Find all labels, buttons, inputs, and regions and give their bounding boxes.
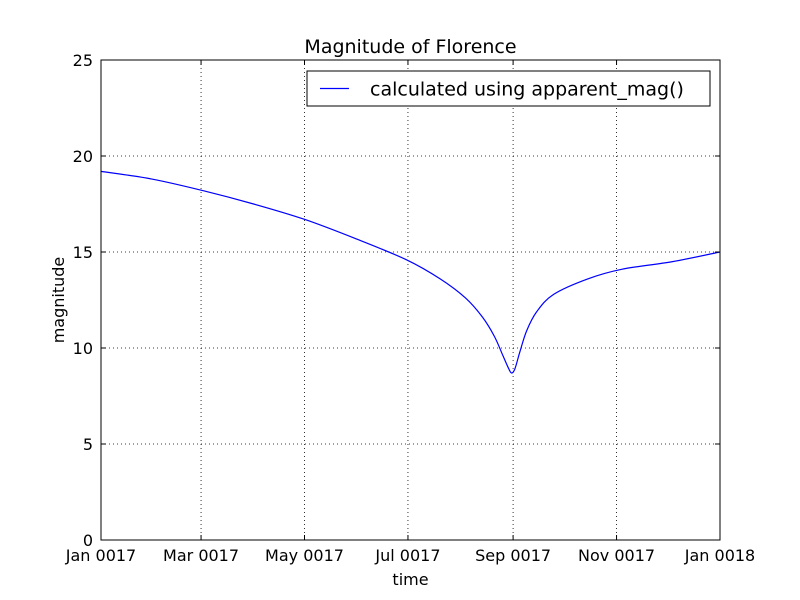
y-tick-label: 25 <box>73 51 93 70</box>
x-tick-label: Sep 0017 <box>475 546 551 565</box>
ticks <box>100 59 721 541</box>
plot-frame <box>100 59 721 541</box>
x-axis-label: time <box>392 570 428 589</box>
y-axis-label: magnitude <box>49 257 68 344</box>
y-tick-label: 15 <box>73 243 93 262</box>
series-line <box>100 170 721 374</box>
chart-title: Magnitude of Florence <box>304 36 516 58</box>
x-tick-label: Mar 0017 <box>163 546 239 565</box>
y-tick-label: 5 <box>83 435 93 454</box>
y-tick-label: 0 <box>83 531 93 550</box>
legend-box <box>306 70 711 107</box>
x-tick-label: Jan 0018 <box>684 546 755 565</box>
x-tick-label: Jan 0017 <box>65 546 136 565</box>
tick-labels: Jan 0017 Mar 0017 May 0017 Jul 0017 Sep 0017… <box>65 51 755 565</box>
x-tick-label: Jul 0017 <box>374 546 440 565</box>
legend: calculated using apparent_mag() <box>306 70 711 107</box>
x-tick-label: Nov 0017 <box>578 546 655 565</box>
x-tick-label: May 0017 <box>265 546 344 565</box>
legend-entry-label: calculated using apparent_mag() <box>370 79 684 101</box>
series-layer <box>100 170 721 374</box>
y-tick-label: 10 <box>73 339 93 358</box>
y-tick-label: 20 <box>73 147 93 166</box>
